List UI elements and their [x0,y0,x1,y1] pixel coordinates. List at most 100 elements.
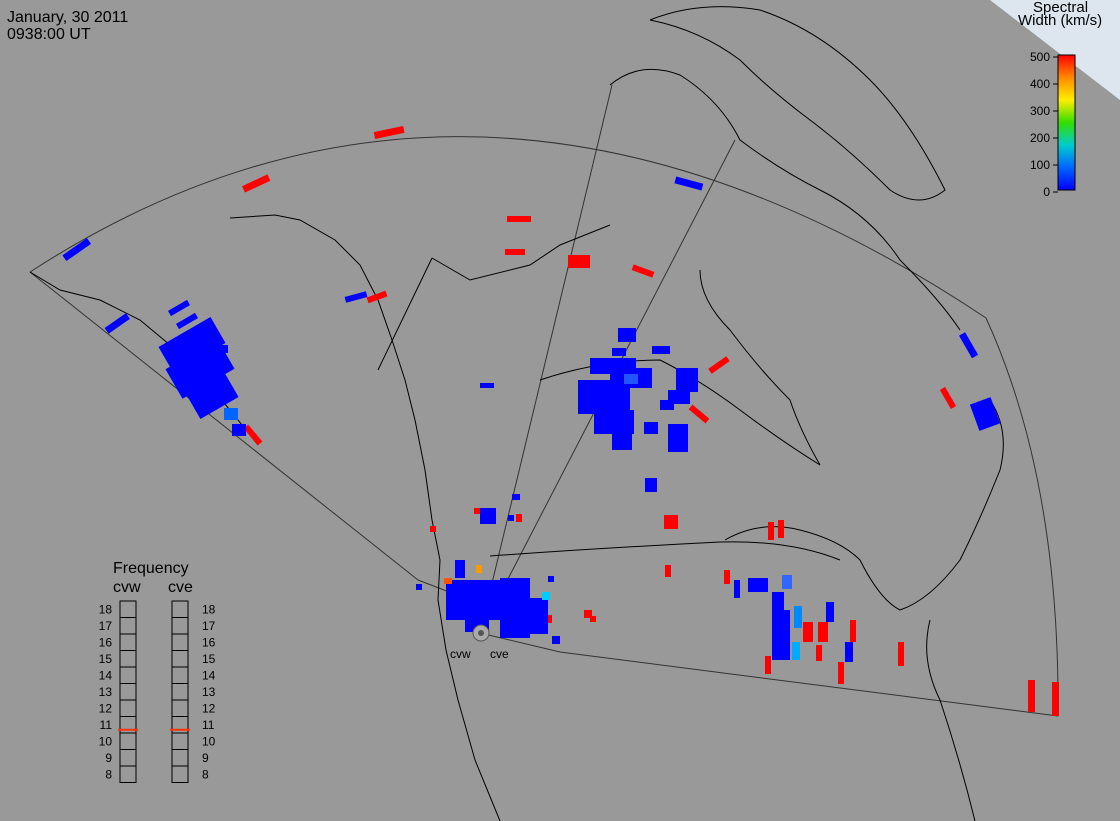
corner-panel [990,0,1120,100]
data-cell [818,622,828,642]
frequency-tick-label: 8 [105,767,112,781]
data-cell [590,616,596,622]
data-cell [778,520,784,538]
data-cell [1052,682,1059,716]
frequency-tick-label: 17 [202,619,216,633]
frequency-tick-label: 9 [202,751,209,765]
data-cell [208,345,228,353]
data-cell [158,317,226,373]
data-cell [660,400,674,410]
field-of-view-outline [29,84,1059,717]
frequency-tick-label: 16 [202,635,216,649]
data-cell [782,575,792,589]
data-cell [430,526,436,532]
data-cell [584,610,592,618]
data-cell [794,606,802,628]
frequency-tick-label: 15 [99,652,113,666]
data-cell [444,578,452,584]
frequency-tick-label: 13 [202,685,216,699]
data-cell [724,570,730,584]
data-cell [455,560,465,578]
fov-east-edge [479,632,1059,717]
high-width-cells [242,125,1059,716]
data-cell [507,216,531,222]
data-cell [959,332,979,359]
data-cell [644,422,658,434]
data-cell [618,328,636,342]
frequency-title: Frequency [113,560,189,577]
data-cell [969,397,1001,431]
data-cell [850,620,856,642]
data-cell [816,645,822,661]
frequency-column-cve [171,600,189,783]
us-canada-border [489,541,841,561]
data-cell [631,264,655,278]
data-cell [508,515,514,521]
data-cell [768,522,774,540]
frequency-tick-label: 15 [202,652,216,666]
data-cell [645,478,657,492]
data-cell [838,662,844,684]
frequency-tick-label: 10 [99,734,113,748]
data-cell [939,386,957,410]
data-cell [474,508,480,514]
data-cell [578,380,630,414]
data-cell [516,514,522,522]
data-cell [242,174,271,193]
data-cell [765,656,771,674]
frequency-tick-label: 9 [105,751,112,765]
colorbar-tick-label: 500 [1030,50,1050,64]
data-cell [676,368,698,392]
data-cell [734,580,740,598]
arctic-islands [609,68,961,331]
data-cell [665,565,671,577]
colorbar-tick-label: 300 [1030,104,1050,118]
frequency-tick-label: 17 [99,619,113,633]
data-cell [668,424,688,452]
radar-site-marker [472,624,490,642]
data-cell [792,642,800,660]
frequency-scale-panel: 18 17 16 15 14 13 12 11 10 9 8 18 17 16 15 14 13 12 11 10 9 8 [99,600,216,783]
site-label-cvw: cvw [450,647,471,661]
data-cell [612,430,632,450]
colorbar-scale [1057,54,1076,191]
colorbar-title-line1: Spectral [1033,0,1089,16]
data-cell [568,255,590,268]
colorbar-tick-label: 0 [1043,185,1050,199]
colorbar-tick-label: 400 [1030,77,1050,91]
data-cell [480,508,496,524]
colorbar-title-line2: Width (km/s) [1018,12,1103,29]
data-cell [522,598,548,634]
frequency-cve-label: cve [168,579,193,596]
data-cell [344,291,368,303]
data-cell [476,565,482,573]
data-cell [165,339,235,399]
colorbar-tick-label: 200 [1030,131,1050,145]
fov-west-edge [29,271,419,581]
fov-outer-arc [29,136,1059,717]
data-cell [224,408,238,420]
data-cell [62,238,92,262]
atlantic-coast [926,619,976,821]
data-cell [688,404,710,424]
data-cell [826,602,834,622]
site-label-cve: cve [490,647,509,661]
data-cell [104,313,130,334]
data-cell [373,125,405,140]
data-cell [898,642,904,666]
pacific-coast [229,214,501,821]
data-cell [552,636,560,644]
colorbar-tick-label: 100 [1030,158,1050,172]
frequency-cvw-label: cvw [113,579,141,596]
frequency-tick-label: 12 [202,701,216,715]
frequency-tick-label: 16 [99,635,113,649]
backscatter-cells [62,125,1059,716]
fov-cve-west-beam [479,84,613,634]
data-cell [505,249,525,255]
data-cell [546,615,552,623]
frequency-tick-label: 13 [99,685,113,699]
frequency-tick-label: 14 [99,668,113,682]
frequency-tick-label: 12 [99,701,113,715]
data-cell [772,592,784,610]
